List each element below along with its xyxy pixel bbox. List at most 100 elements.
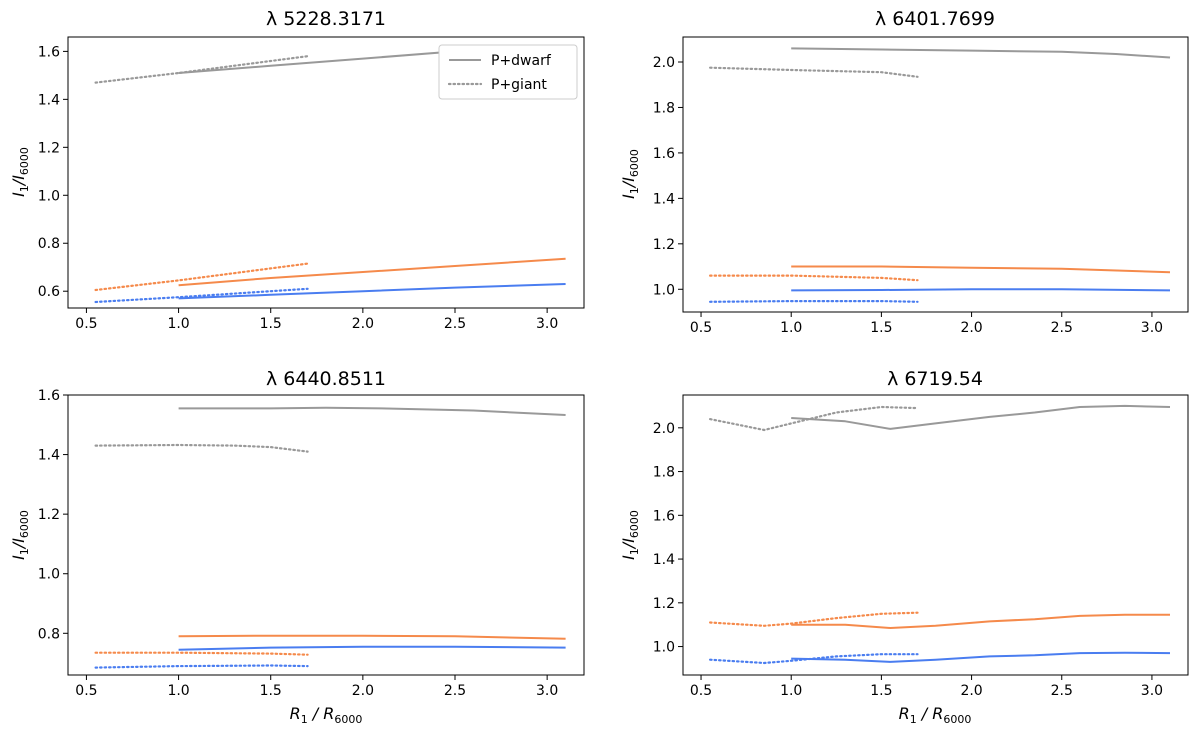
series-line-gray-giant: [94, 55, 309, 84]
series-line-orange-giant: [708, 274, 919, 282]
x-tick-label: 1.5: [260, 683, 282, 699]
y-tick-label: 1.4: [653, 191, 675, 207]
x-tick-label: 2.5: [1051, 683, 1073, 699]
panel-frame: [682, 36, 1189, 313]
series-line-blue-giant: [94, 664, 309, 669]
x-tick-label: 2.0: [960, 683, 982, 699]
panel-frame: [67, 36, 585, 309]
axis-ticks: 0.5 1.0 1.5 2.0 2.5 3.0 0.8 1.0 1.2 1.4 1.6: [38, 388, 559, 699]
y-tick-label: 1.0: [653, 640, 675, 656]
series-line-gray-giant: [708, 66, 919, 78]
y-axis-label: I1/I6000: [619, 149, 641, 199]
series-line-gray-dwarf: [178, 406, 566, 416]
series-line-blue-dwarf: [178, 645, 566, 651]
x-tick-label: 1.5: [870, 683, 892, 699]
y-tick-label: 1.2: [653, 596, 675, 612]
x-axis-label: R1 / R6000: [899, 704, 972, 726]
panel-6401: λ 6401.7699 I1/I6000 0.5 1.0 1.5 2.0 2.5 3.0 1…: [619, 8, 1189, 336]
x-tick-label: 2.0: [960, 320, 982, 336]
series-line-blue-giant: [708, 653, 919, 665]
y-tick-label: 1.4: [653, 552, 675, 568]
y-tick-label: 1.0: [38, 567, 60, 583]
series-line-orange-giant: [94, 651, 309, 656]
y-tick-label: 1.2: [38, 140, 60, 156]
legend-label-giant: P+giant: [491, 77, 547, 93]
panel-title: λ 6401.7699: [875, 8, 995, 30]
x-tick-label: 0.5: [75, 316, 97, 332]
axis-ticks: 0.5 1.0 1.5 2.0 2.5 3.0 0.6 0.8 1.0 1.2 1.4 1.6: [38, 44, 559, 332]
y-tick-label: 1.8: [653, 465, 675, 481]
y-tick-label: 1.4: [38, 92, 60, 108]
series-line-blue-dwarf: [791, 288, 1171, 292]
series-line-gray-dwarf: [791, 404, 1171, 430]
x-tick-label: 0.5: [690, 683, 712, 699]
x-tick-label: 1.5: [870, 320, 892, 336]
plot-lines: [94, 45, 566, 304]
x-tick-label: 1.0: [780, 320, 802, 336]
panel-title: λ 6719.54: [887, 368, 983, 390]
y-tick-label: 0.8: [38, 626, 60, 642]
plot-lines: [94, 406, 566, 669]
panel-6440: λ 6440.8511 I1/I6000 R1 / R6000 0.5 1.0 1.…: [9, 368, 585, 726]
x-tick-label: 0.5: [75, 683, 97, 699]
panel-5228: λ 5228.3171 I1/I6000 0.5 1.0 1.5 2.0 2.5 3.00…: [9, 8, 585, 332]
x-tick-label: 1.0: [780, 683, 802, 699]
y-tick-label: 1.0: [38, 188, 60, 204]
series-line-orange-dwarf: [178, 257, 566, 287]
series-line-gray-giant: [94, 443, 309, 453]
x-tick-label: 2.0: [352, 683, 374, 699]
y-tick-label: 1.6: [38, 388, 60, 404]
x-tick-label: 3.0: [536, 683, 558, 699]
y-tick-label: 1.0: [653, 282, 675, 298]
y-tick-label: 1.2: [653, 237, 675, 253]
y-tick-label: 1.8: [653, 100, 675, 116]
y-tick-label: 0.8: [38, 236, 60, 252]
series-line-blue-giant: [708, 300, 919, 303]
legend: P+dwarf P+giant: [438, 44, 578, 100]
y-tick-label: 1.4: [38, 448, 60, 464]
series-line-orange-giant: [94, 262, 309, 292]
y-tick-label: 1.2: [38, 507, 60, 523]
series-line-blue-dwarf: [791, 651, 1171, 663]
axis-ticks: 0.5 1.0 1.5 2.0 2.5 3.0 1.0 1.2 1.4 1.6 1.8 2.0: [653, 421, 1163, 699]
x-tick-label: 2.5: [1051, 320, 1073, 336]
x-tick-label: 0.5: [690, 320, 712, 336]
panel-frame: [682, 394, 1189, 676]
panel-6719: λ 6719.54 I1/I6000 R1 / R6000 0.5 1.0 1.5 2…: [619, 368, 1189, 726]
series-line-gray-giant: [708, 405, 919, 432]
x-tick-label: 1.0: [167, 683, 189, 699]
x-tick-label: 1.5: [260, 316, 282, 332]
x-tick-label: 3.0: [1141, 320, 1163, 336]
y-tick-label: 0.6: [38, 284, 60, 300]
y-tick-label: 1.6: [38, 44, 60, 60]
x-tick-label: 2.0: [352, 316, 374, 332]
panel-frame: [67, 394, 585, 676]
axis-ticks: 0.5 1.0 1.5 2.0 2.5 3.0 1.0 1.2 1.4 1.6 1.8 2.0: [653, 55, 1163, 336]
legend-label-dwarf: P+dwarf: [491, 53, 552, 69]
series-line-orange-dwarf: [791, 613, 1170, 629]
plot-lines: [708, 404, 1171, 665]
x-tick-label: 2.5: [444, 683, 466, 699]
plot-lines: [708, 47, 1171, 303]
y-axis-label: I1/I6000: [619, 510, 641, 560]
y-axis-label: I1/I6000: [9, 147, 31, 197]
series-line-blue-giant: [94, 287, 309, 304]
series-line-blue-dwarf: [178, 283, 566, 300]
y-tick-label: 1.6: [653, 146, 675, 162]
legend-box: [438, 44, 578, 100]
y-tick-label: 2.0: [653, 55, 675, 71]
x-tick-label: 3.0: [1141, 683, 1163, 699]
series-line-orange-dwarf: [178, 634, 566, 640]
series-line-orange-dwarf: [791, 265, 1171, 274]
y-axis-label: I1/I6000: [9, 510, 31, 560]
panel-title: λ 5228.3171: [266, 8, 386, 30]
x-tick-label: 1.0: [167, 316, 189, 332]
series-line-gray-dwarf: [791, 47, 1171, 59]
y-tick-label: 2.0: [653, 421, 675, 437]
y-tick-label: 1.6: [653, 508, 675, 524]
panel-title: λ 6440.8511: [266, 368, 386, 390]
series-line-orange-giant: [708, 611, 919, 627]
x-axis-label: R1 / R6000: [290, 704, 363, 726]
x-tick-label: 2.5: [444, 316, 466, 332]
